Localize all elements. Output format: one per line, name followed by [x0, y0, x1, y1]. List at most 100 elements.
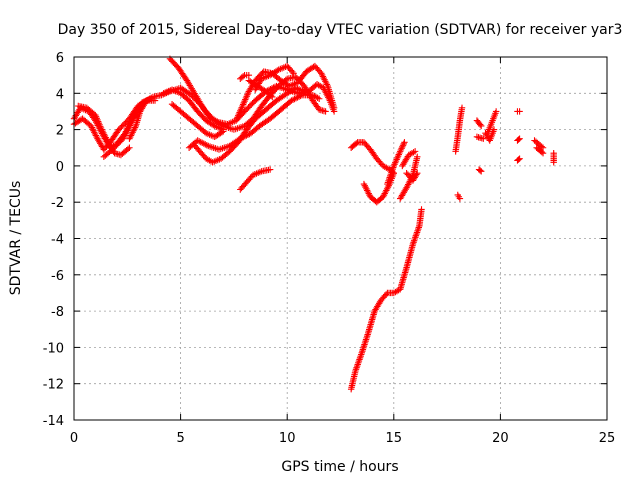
data-point: [266, 166, 274, 173]
data-point: [295, 93, 303, 100]
data-point: [401, 139, 408, 146]
series-track-23: [454, 191, 464, 202]
series-track-11: [232, 62, 338, 124]
x-tick-label: 10: [279, 431, 296, 446]
series-track-18: [384, 139, 408, 188]
data-point: [297, 92, 304, 100]
data-point: [396, 148, 404, 155]
data-point: [480, 135, 487, 142]
series-track-28: [473, 133, 487, 142]
series-track-22: [347, 206, 425, 393]
series-track-14: [237, 71, 253, 82]
series-track-15: [237, 166, 274, 193]
data-point: [413, 171, 420, 178]
data-point: [243, 132, 250, 139]
data-point: [194, 137, 201, 144]
data-point: [411, 148, 419, 155]
series-track-35: [550, 149, 557, 166]
data-point: [269, 93, 276, 101]
data-point: [400, 140, 407, 148]
series-track-32: [514, 155, 523, 164]
x-tick-label: 0: [70, 431, 78, 446]
data-point: [478, 168, 485, 175]
data-point: [516, 108, 523, 115]
data-point: [516, 155, 523, 162]
data-point: [382, 291, 390, 298]
x-tick-label: 20: [492, 431, 509, 446]
x-tick-label: 25: [599, 431, 616, 446]
data-point: [290, 70, 297, 77]
data-point: [516, 135, 523, 142]
series-track-09: [190, 84, 308, 166]
data-point: [476, 121, 484, 128]
data-point: [399, 143, 406, 151]
series-track-26: [482, 126, 498, 144]
data-point: [490, 126, 498, 133]
data-point: [218, 129, 226, 136]
data-point: [245, 71, 253, 79]
data-point: [478, 122, 485, 130]
data-point: [353, 140, 360, 147]
chart-title: Day 350 of 2015, Sidereal Day-to-day VTE…: [58, 22, 623, 38]
grid-lines: [74, 57, 607, 420]
series-track-08: [168, 100, 227, 141]
data-point: [197, 138, 204, 146]
data-point: [538, 148, 545, 156]
data-point: [195, 138, 203, 145]
data-point: [202, 141, 209, 148]
data-point: [289, 68, 296, 76]
series-track-33: [531, 137, 547, 151]
data-point: [322, 108, 329, 115]
y-tick-label: 4: [56, 87, 64, 102]
data-point: [399, 142, 407, 149]
data-point: [539, 149, 547, 157]
data-points: [70, 55, 557, 393]
series-track-07: [160, 86, 227, 133]
data-point: [515, 156, 522, 163]
series-track-13: [245, 77, 276, 101]
data-point: [241, 133, 249, 140]
data-point: [124, 145, 132, 153]
data-point: [414, 153, 421, 161]
series-track-10: [185, 91, 323, 153]
series-track-03: [75, 102, 133, 159]
data-point: [418, 206, 425, 213]
data-point: [267, 92, 275, 100]
x-tick-labels: 0 5 10 15 20 25: [70, 431, 615, 446]
data-point: [267, 85, 274, 93]
data-point: [289, 96, 297, 103]
y-tick-label: -4: [51, 233, 64, 248]
data-point: [330, 104, 338, 112]
axis-ticks: [73, 56, 608, 421]
data-point: [126, 144, 133, 151]
y-tick-label: -8: [51, 305, 64, 320]
data-point: [244, 131, 252, 138]
y-tick-labels: -14 -12 -10 -8 -6 -4 -2 0 2 4 6: [43, 51, 64, 429]
y-tick-label: 2: [56, 124, 64, 139]
data-point: [414, 169, 421, 177]
data-point: [550, 159, 557, 166]
y-tick-label: -12: [43, 378, 64, 393]
series-track-19: [399, 148, 419, 170]
series-track-31: [514, 135, 523, 144]
data-point: [237, 135, 244, 142]
y-tick-label: 0: [56, 160, 64, 175]
y-axis-label: SDTVAR / TECUs: [8, 181, 24, 296]
data-point: [515, 136, 522, 143]
y-tick-label: -14: [43, 414, 64, 429]
data-point: [538, 143, 545, 150]
x-tick-label: 5: [176, 431, 184, 446]
data-point: [200, 140, 207, 147]
x-axis-label: GPS time / hours: [281, 459, 398, 475]
data-point: [238, 134, 246, 142]
series-track-29: [475, 166, 485, 175]
data-point: [220, 128, 227, 135]
series-track-21: [403, 169, 421, 184]
data-point: [492, 108, 500, 115]
data-point: [199, 139, 206, 147]
series-track-27: [473, 117, 485, 130]
data-point: [539, 144, 547, 151]
data-point: [294, 94, 301, 101]
data-point: [288, 97, 295, 104]
series-track-25: [484, 108, 500, 137]
